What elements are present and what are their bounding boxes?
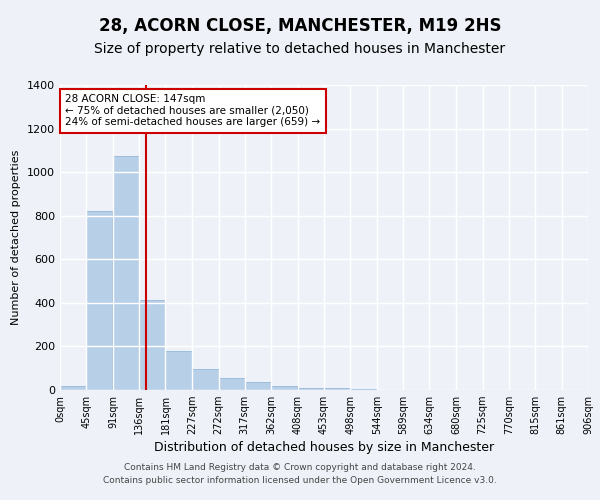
Bar <box>350 389 376 390</box>
Bar <box>166 351 192 390</box>
Bar <box>298 388 324 390</box>
X-axis label: Distribution of detached houses by size in Manchester: Distribution of detached houses by size … <box>154 442 494 454</box>
Bar <box>113 156 139 390</box>
Bar <box>245 382 271 390</box>
Bar <box>60 386 86 390</box>
Bar <box>218 378 245 390</box>
Text: Size of property relative to detached houses in Manchester: Size of property relative to detached ho… <box>94 42 506 56</box>
Y-axis label: Number of detached properties: Number of detached properties <box>11 150 22 325</box>
Text: 28 ACORN CLOSE: 147sqm
← 75% of detached houses are smaller (2,050)
24% of semi-: 28 ACORN CLOSE: 147sqm ← 75% of detached… <box>65 94 320 128</box>
Bar <box>86 212 112 390</box>
Bar <box>139 300 166 390</box>
Bar <box>192 370 218 390</box>
Text: 28, ACORN CLOSE, MANCHESTER, M19 2HS: 28, ACORN CLOSE, MANCHESTER, M19 2HS <box>99 18 501 36</box>
Bar <box>324 388 350 390</box>
Text: Contains HM Land Registry data © Crown copyright and database right 2024.: Contains HM Land Registry data © Crown c… <box>124 462 476 471</box>
Bar <box>271 386 297 390</box>
Text: Contains public sector information licensed under the Open Government Licence v3: Contains public sector information licen… <box>103 476 497 485</box>
